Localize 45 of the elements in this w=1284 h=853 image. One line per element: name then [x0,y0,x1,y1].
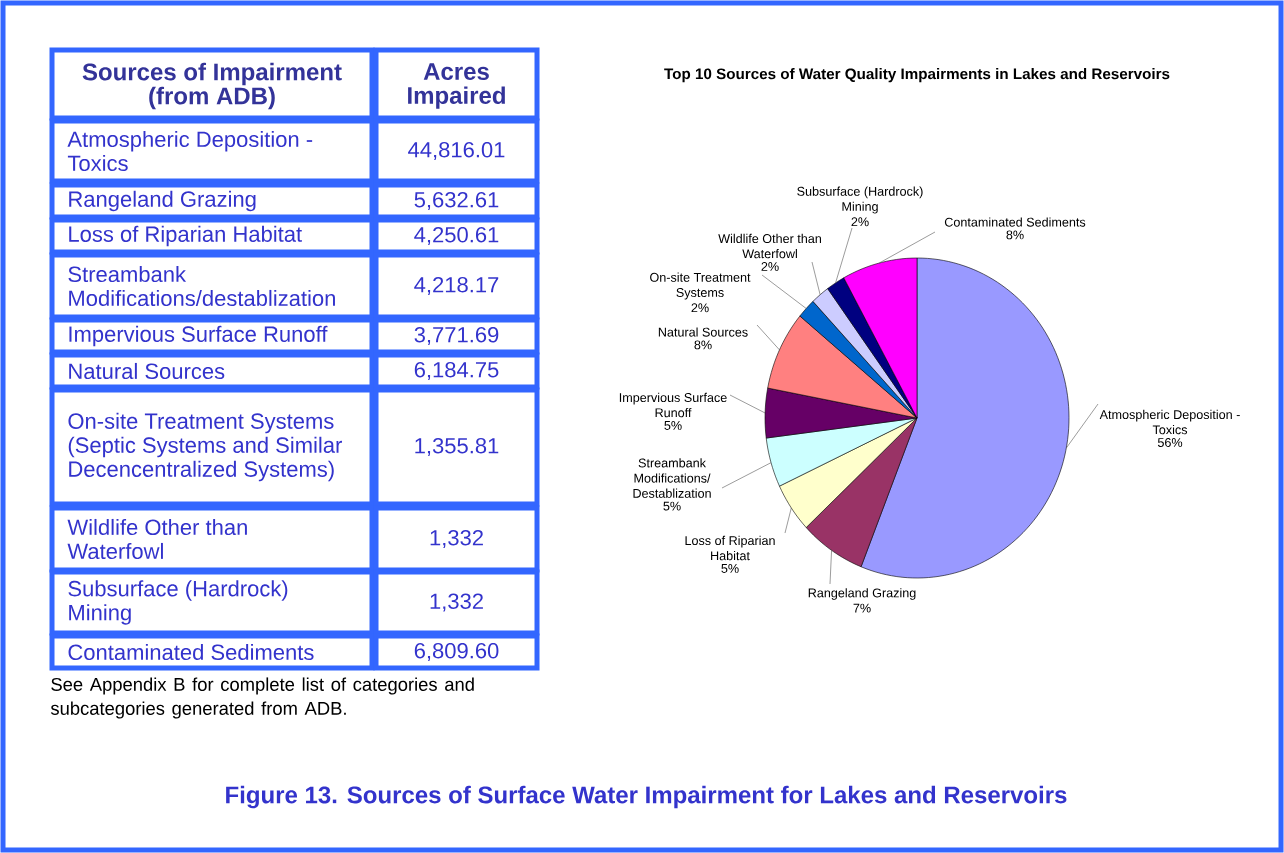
slice-label: Subsurface (Hardrock) Mining [797,186,923,214]
data-label: 5,632.61 [414,191,499,211]
data-label: 1,332 [430,529,483,549]
data-label: 4,250.61 [414,226,499,246]
category-label: Impervious Surface Runoff [69,325,328,347]
chart-title: Top 10 Sources of Water Quality Impairments in Lakes and Reservoirs [664,68,1170,83]
slice-label: Natural Sources [658,327,748,337]
data-label: 5% [721,564,739,573]
slice-label: On-site Treatment Systems [650,272,751,300]
category-label: Subsurface (Hardrock) Mining [68,580,288,625]
data-label: 5% [663,501,681,511]
text: Sources of Impairment (from ADB) [82,62,342,110]
category-label: Rangeland Grazing [69,190,256,212]
data-label: 1,355.81 [415,437,499,457]
category-label: Streambank Modifications/destablization [68,265,335,307]
data-label: 56% [1157,438,1183,447]
caption: Figure 13. Sources of Surface Water Impairment for Lakes and Reservoirs [226,785,1067,809]
data-label: 8% [1006,230,1024,240]
data-label: 44,816.01 [408,141,505,161]
data-label: 3,771.69 [414,326,499,346]
category-label: Loss of Riparian Habitat [69,225,302,247]
category-label: Wildlife Other than Waterfowl [67,518,247,560]
slice-label: Streambank Modifications/ Destablization [633,458,711,498]
data-label: 2% [761,262,779,271]
data-label: 6,184.75 [414,361,499,381]
slice-label: Loss of Riparian Habitat [685,535,775,561]
slice-label: Atmospheric Deposition - Toxics [1099,409,1240,435]
category-label: On-site Treatment Systems (Septic Systems and Similar Decencentralized Systems) [68,412,342,482]
slice-label: Rangeland Grazing [808,588,916,600]
data-label: 4,218.17 [414,276,499,296]
category-label: Atmospheric Deposition - Toxics [67,130,313,172]
data-label: 1,332 [430,593,483,612]
data-label: 8% [694,340,712,350]
data-label: 7% [853,603,871,613]
text: See Appendix B for complete list of categories and subcategories generated from ADB. [50,677,474,719]
data-label: 2% [851,217,869,227]
data-label: 2% [691,303,709,313]
slice-label: Contaminated Sediments [944,217,1086,227]
data-label: 5% [664,421,682,430]
category-label: Natural Sources [69,362,225,380]
slice-label: Impervious Surface Runoff [619,392,727,418]
data-label: 6,809.60 [414,642,499,662]
slice-label: Wildlife Other than Waterfowl [718,233,821,259]
text: Acres Impaired [408,63,505,109]
category-label: Contaminated Sediments [68,643,314,661]
